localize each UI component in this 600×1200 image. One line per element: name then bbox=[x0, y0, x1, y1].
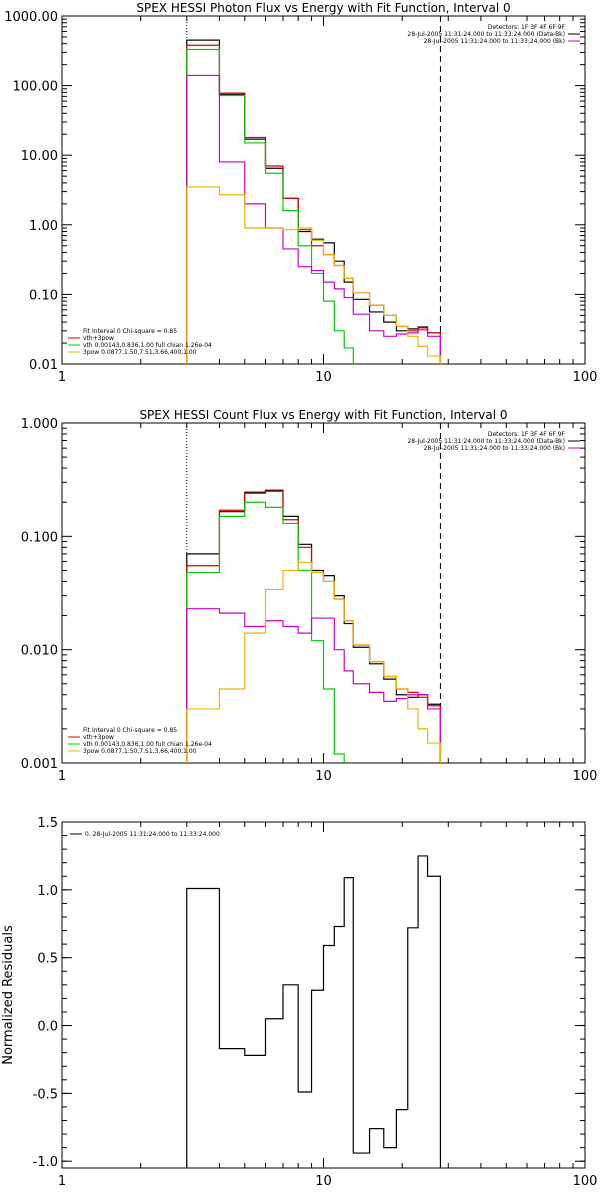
legend-bottom-left-text: 3pow 0.0877,1.50,7.51,3.66,400,1.00 bbox=[83, 748, 197, 755]
y-tick-label: 0.5 bbox=[37, 952, 58, 967]
x-tick-label: 100 bbox=[573, 370, 598, 385]
legend-bottom-left-text: vth+3pow bbox=[83, 734, 114, 741]
chart-title: SPEX HESSI Count Flux vs Energy with Fit… bbox=[139, 408, 507, 422]
x-tick-label: 10 bbox=[315, 370, 332, 385]
plot-frame bbox=[61, 15, 586, 365]
legend-top-right-text: 28-Jul-2005 11:31:24.000 to 11:33:24.000… bbox=[407, 31, 565, 38]
y-tick-label: 1.0 bbox=[37, 884, 58, 899]
series-line-3 bbox=[186, 74, 442, 364]
x-tick-label: 1 bbox=[58, 769, 66, 784]
legend-bottom-left-text: vth 0.00143,0.836,1.00 full chian 1.26e-… bbox=[83, 741, 212, 748]
y-tick-label: 0.010 bbox=[21, 644, 58, 659]
series-line-3 bbox=[186, 608, 442, 763]
series-line-0 bbox=[186, 489, 442, 763]
x-tick-label: 100 bbox=[573, 769, 598, 784]
legend-bottom-left-text: 3pow 0.0877,1.50,7.51,3.66,400,1.00 bbox=[83, 349, 197, 356]
legend-bottom-left-text: Fit Interval 0 Chi-square = 0.85 bbox=[83, 727, 177, 734]
y-tick-label: 10.00 bbox=[21, 149, 58, 164]
series-line-4 bbox=[186, 561, 442, 763]
y-tick-label: 100.00 bbox=[13, 80, 59, 95]
legend-top-right-text: Detectors: 1F 3F 4F 6F 9F bbox=[488, 24, 566, 31]
y-tick-label: 1.5 bbox=[37, 816, 58, 831]
y-tick-label: -0.5 bbox=[33, 1087, 58, 1102]
chart-panel-2: Normalized Residuals 1 10 100 -1.0 -0.5 0.0 0.5… bbox=[1, 816, 597, 1189]
legend-bottom-left-text: vth 0.00143,0.836,1.00 full chian 1.26e-… bbox=[83, 342, 212, 349]
y-tick-label: 0.100 bbox=[21, 530, 58, 545]
series-group bbox=[186, 39, 442, 364]
y-tick-label: 1000.00 bbox=[4, 10, 58, 25]
series-line-0 bbox=[186, 39, 442, 364]
y-tick-label: 0.0 bbox=[37, 1020, 58, 1035]
legend-top-right-text: 28-Jul-2005 11:31:24.000 to 11:33:24.000… bbox=[424, 38, 565, 45]
plot-frame bbox=[61, 821, 586, 1169]
legend-bottom-left-text: Fit Interval 0 Chi-square = 0.85 bbox=[83, 328, 177, 335]
series-line-4 bbox=[186, 186, 442, 364]
y-tick-label: 0.01 bbox=[29, 358, 58, 373]
x-tick-label: 1 bbox=[58, 370, 66, 385]
legend-top-right-text: 28-Jul-2005 11:31:24.000 to 11:33:24.000… bbox=[407, 438, 565, 445]
y-axis-label: Normalized Residuals bbox=[1, 925, 16, 1065]
chart-panel-0: SPEX HESSI Photon Flux vs Energy with Fi… bbox=[4, 1, 597, 385]
y-tick-label: 0.001 bbox=[21, 757, 58, 772]
plot-frame bbox=[61, 422, 586, 764]
x-tick-label: 1 bbox=[58, 1174, 66, 1189]
series-line-1 bbox=[186, 490, 442, 763]
y-tick-label: 1.00 bbox=[29, 219, 58, 234]
series-line-2 bbox=[186, 501, 345, 763]
y-tick-label: -1.0 bbox=[33, 1155, 58, 1170]
legend-top-left-text: 0. 28-Jul-2005 11:31:24.000 to 11:33:24.… bbox=[85, 831, 220, 838]
y-tick-label: 0.10 bbox=[29, 288, 58, 303]
legend-top-right-text: 28-Jul-2005 11:31:24.000 to 11:33:24.000… bbox=[424, 445, 565, 452]
series-group bbox=[186, 489, 442, 763]
x-tick-label: 100 bbox=[573, 1174, 598, 1189]
x-tick-label: 10 bbox=[315, 769, 332, 784]
chart-title: SPEX HESSI Photon Flux vs Energy with Fi… bbox=[136, 1, 510, 15]
x-tick-label: 10 bbox=[315, 1174, 332, 1189]
y-tick-label: 1.000 bbox=[21, 417, 58, 432]
series-group bbox=[186, 855, 442, 1168]
series-line-2 bbox=[186, 48, 354, 364]
legend-top-right-text: Detectors: 1F 3F 4F 6F 9F bbox=[488, 431, 566, 438]
legend-bottom-left-text: vth+3pow bbox=[83, 335, 114, 342]
series-line-0 bbox=[186, 855, 442, 1168]
chart-panel-1: SPEX HESSI Count Flux vs Energy with Fit… bbox=[21, 408, 598, 784]
